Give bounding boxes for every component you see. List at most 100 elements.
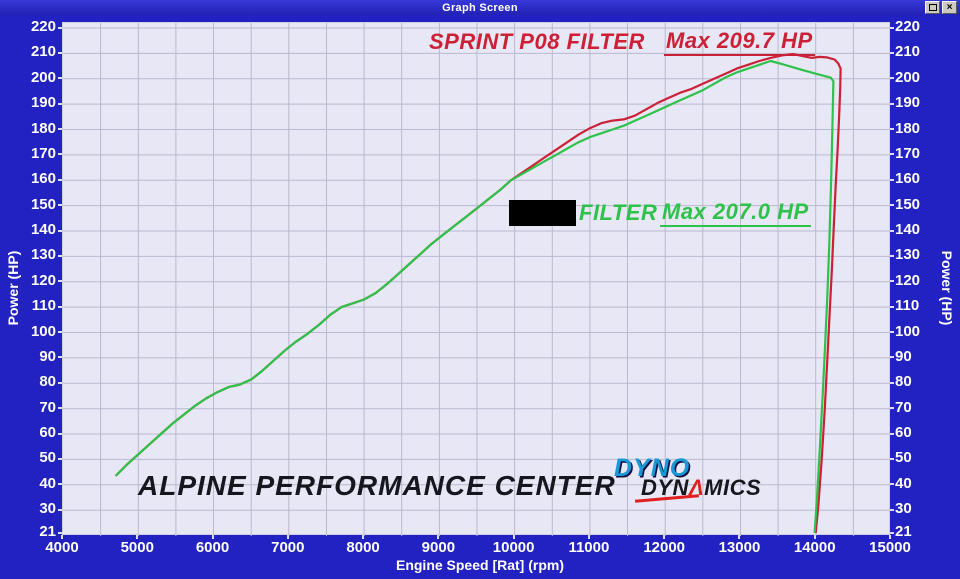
y-tick-mark-left xyxy=(58,432,62,435)
logo-word-dyno: DYNO xyxy=(614,454,691,482)
y-tick-mark-left xyxy=(58,153,62,156)
y-tick-label-left: 70 xyxy=(39,398,56,416)
y-tick-mark-right xyxy=(890,381,894,384)
y-tick-mark-left xyxy=(58,254,62,257)
x-tick-label: 6000 xyxy=(195,539,230,556)
y-tick-label-right: 160 xyxy=(895,170,921,188)
y-tick-label-left: 120 xyxy=(30,271,56,289)
y-tick-mark-right xyxy=(890,457,894,460)
red-max-label: Max 209.7 HP xyxy=(664,28,815,56)
window-controls: × xyxy=(925,1,957,14)
logo-word-dynamics: DYNΛMICS xyxy=(634,475,804,503)
restore-button[interactable] xyxy=(925,1,940,14)
grid-lines xyxy=(63,23,891,536)
x-tick-mark xyxy=(437,535,440,539)
x-tick-label: 11000 xyxy=(568,539,610,556)
x-tick-mark xyxy=(889,535,891,539)
y-tick-label-left: 170 xyxy=(30,144,56,162)
legend-green-series: FILTER xyxy=(579,200,657,226)
x-tick-label: 7000 xyxy=(271,539,305,556)
y-tick-label-right: 180 xyxy=(895,119,921,137)
x-tick-label: 8000 xyxy=(346,539,380,556)
y-tick-label-left: 200 xyxy=(30,68,56,86)
watermark-text: ALPINE PERFORMANCE CENTER xyxy=(138,470,616,501)
green-power-curve xyxy=(114,59,835,534)
y-tick-label-right: 50 xyxy=(895,449,912,467)
legend-red-series: SPRINT P08 FILTER xyxy=(429,29,645,55)
y-tick-label-left: 60 xyxy=(39,424,56,442)
y-tick-mark-left xyxy=(58,508,62,511)
y-tick-label-left: 130 xyxy=(30,246,56,264)
x-tick-mark xyxy=(286,535,289,539)
y-tick-mark-right xyxy=(890,178,894,181)
y-tick-label-right: 120 xyxy=(895,271,921,289)
y-tick-mark-right xyxy=(890,331,894,334)
y-tick-mark-right xyxy=(890,153,894,156)
y-tick-mark-right xyxy=(890,229,894,232)
y-tick-label-left: 160 xyxy=(30,170,56,188)
restore-icon xyxy=(928,4,937,11)
y-tick-mark-left xyxy=(58,331,62,334)
y-tick-mark-right xyxy=(890,305,894,308)
x-tick-label: 5000 xyxy=(120,539,154,556)
redacted-filter-name xyxy=(509,200,576,226)
y-tick-label-right: 190 xyxy=(895,94,921,112)
x-tick-mark xyxy=(362,535,365,539)
y-tick-label-left: 190 xyxy=(30,94,56,112)
red-series-name: SPRINT P08 FILTER xyxy=(429,29,645,54)
x-tick-label: 14000 xyxy=(793,539,836,556)
y-tick-mark-left xyxy=(58,280,62,283)
y-tick-label-right: 220 xyxy=(895,18,921,35)
logo-red-a-icon: Λ xyxy=(688,475,705,500)
x-tick-label: 13000 xyxy=(718,539,761,556)
x-tick-mark xyxy=(211,535,214,539)
y-tick-mark-right xyxy=(890,531,894,534)
y-tick-label-right: 140 xyxy=(895,221,921,238)
x-tick-mark xyxy=(512,535,515,539)
y-tick-label-left: 140 xyxy=(30,221,56,238)
y-tick-mark-left xyxy=(58,531,62,534)
x-tick-label: 12000 xyxy=(643,539,686,556)
x-tick-label: 15000 xyxy=(869,539,911,556)
y-tick-mark-right xyxy=(890,51,894,54)
y-tick-mark-left xyxy=(58,356,62,359)
dyno-dynamics-logo: DYNO DYNΛMICS xyxy=(614,454,804,503)
y-tick-mark-left xyxy=(58,128,62,130)
y-tick-label-right: 30 xyxy=(895,500,912,518)
y-tick-label-right: 100 xyxy=(895,322,921,340)
legend-red-max: Max 209.7 HP xyxy=(664,28,815,56)
y-tick-mark-left xyxy=(58,77,62,80)
x-tick-label: 9000 xyxy=(421,539,456,556)
y-tick-label-left: 100 xyxy=(30,322,56,340)
x-tick-mark xyxy=(738,535,741,539)
y-tick-label-right: 70 xyxy=(895,398,912,416)
y-tick-mark-right xyxy=(890,483,894,486)
y-tick-label-left: 21 xyxy=(39,523,56,540)
y-axis-label-right: Power (HP) xyxy=(939,250,955,326)
y-tick-label-left: 210 xyxy=(30,43,56,61)
y-tick-label-left: 150 xyxy=(30,195,56,213)
y-tick-mark-left xyxy=(58,229,62,232)
y-tick-label-right: 110 xyxy=(895,297,920,315)
y-axis-label-left: Power (HP) xyxy=(5,250,21,326)
y-tick-mark-left xyxy=(58,305,62,308)
logo-dynamics-left: DYN xyxy=(641,475,689,500)
logo-dynamics-right: MICS xyxy=(704,475,762,500)
y-tick-mark-right xyxy=(890,432,894,435)
y-tick-label-left: 80 xyxy=(39,373,56,391)
y-tick-label-right: 90 xyxy=(895,347,912,365)
y-tick-mark-right xyxy=(890,508,894,511)
y-tick-mark-right xyxy=(890,128,894,130)
y-tick-mark-left xyxy=(58,178,62,181)
x-tick-mark xyxy=(136,535,139,539)
x-tick-label: 4000 xyxy=(45,539,79,556)
y-tick-mark-right xyxy=(890,280,894,283)
y-tick-mark-left xyxy=(58,483,62,486)
y-tick-label-left: 30 xyxy=(39,500,56,518)
y-tick-mark-left xyxy=(58,26,62,29)
close-button[interactable]: × xyxy=(942,1,957,14)
power-curves-chart xyxy=(63,23,891,536)
y-tick-label-left: 40 xyxy=(39,474,56,492)
legend-green-max: Max 207.0 HP xyxy=(660,199,811,227)
